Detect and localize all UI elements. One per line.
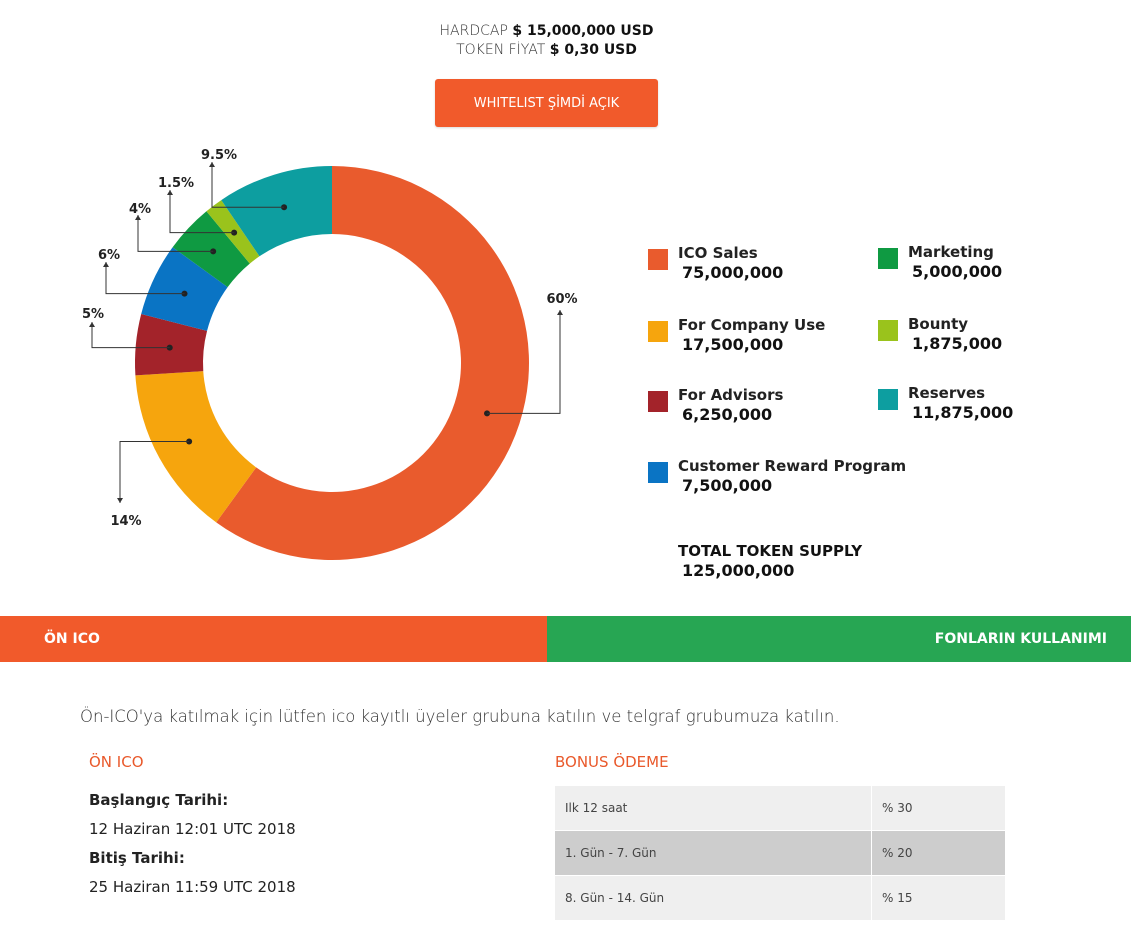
legend-name: For Advisors (678, 386, 784, 404)
leader-arrow (103, 262, 109, 267)
bonus-period: 8. Gün - 14. Gün (555, 875, 872, 921)
leader-arrow (167, 190, 173, 195)
price-label: TOKEN FİYAT (456, 42, 546, 58)
legend-name: ICO Sales (678, 244, 758, 262)
legend-value: 75,000,000 (682, 263, 784, 282)
token-header: HARDCAP $ 15,000,000 USD TOKEN FİYAT $ 0… (0, 22, 1093, 60)
legend-value: 6,250,000 (682, 405, 773, 424)
table-row: 1. Gün - 7. Gün % 20 (555, 830, 1005, 876)
legend-value: 17,500,000 (682, 335, 784, 354)
leader-line (105, 262, 185, 295)
tab-pre-ico[interactable]: ÖN ICO (0, 616, 547, 662)
leader-arrow (557, 310, 563, 315)
table-row: Ilk 12 saat % 30 (555, 786, 1005, 831)
legend-item-advisors: For Advisors 6,250,000 (648, 386, 783, 425)
table-row: 8. Gün - 14. Gün % 15 (555, 875, 1005, 921)
leader-line (169, 190, 235, 234)
legend-item-marketing: Marketing 5,000,000 (878, 243, 1002, 282)
donut-slice-customer-reward-program (141, 247, 228, 331)
leader-arrow (209, 162, 215, 167)
legend-item-ico-sales: ICO Sales 75,000,000 (648, 244, 783, 283)
legend-item-company-use: For Company Use 17,500,000 (648, 316, 825, 355)
percent-label-bounty: 1.5% (158, 176, 194, 191)
legend-item-bounty: Bounty 1,875,000 (878, 315, 1002, 354)
price-line: TOKEN FİYAT $ 0,30 USD (0, 41, 1093, 60)
total-supply-label: TOTAL TOKEN SUPPLY (678, 542, 863, 560)
legend-item-reserves: Reserves 11,875,000 (878, 384, 1013, 423)
donut-slice-ico-sales (216, 165, 530, 561)
start-date-label: Başlangıç Tarihi: (89, 791, 229, 809)
legend-swatch (878, 320, 898, 341)
leader-arrow (135, 215, 141, 220)
price-value: $ 0,30 USD (549, 42, 637, 58)
percent-label-reserves: 9.5% (201, 148, 237, 163)
token-distribution-chart: 60% 14% 5% 6% 4% 1.5% 9.5% (82, 148, 578, 561)
end-date-value: 25 Haziran 11:59 UTC 2018 (89, 878, 296, 896)
legend-swatch (648, 321, 668, 342)
percent-label-marketing: 4% (129, 202, 151, 217)
hardcap-value: $ 15,000,000 USD (512, 23, 654, 39)
percent-label-for-company-use: 14% (110, 514, 141, 529)
bonus-period: 1. Gün - 7. Gün (555, 830, 872, 876)
end-date-label: Bitiş Tarihi: (89, 849, 185, 867)
donut-slice-for-company-use (135, 371, 257, 523)
bonus-table: Ilk 12 saat % 30 1. Gün - 7. Gün % 20 8.… (555, 786, 1005, 921)
legend-name: Reserves (908, 384, 986, 402)
total-supply: TOTAL TOKEN SUPPLY 125,000,000 (678, 542, 862, 581)
tab-funds-usage[interactable]: FONLARIN KULLANIMI (547, 616, 1131, 662)
percent-label-for-advisors: 5% (82, 307, 104, 322)
legend-value: 1,875,000 (912, 334, 1003, 353)
legend-item-customer-reward: Customer Reward Program 7,500,000 (648, 457, 906, 496)
bonus-percent: % 15 (871, 875, 1005, 921)
bonus-period: Ilk 12 saat (555, 786, 872, 831)
legend-name: Marketing (908, 243, 994, 261)
percent-label-ico-sales: 60% (546, 292, 577, 307)
percent-label-customer-reward-program: 6% (98, 248, 120, 263)
legend-swatch (878, 248, 898, 269)
leader-line (119, 441, 190, 503)
donut-slice-reserves (221, 166, 332, 257)
legend-value: 7,500,000 (682, 476, 773, 495)
legend-name: Customer Reward Program (678, 457, 907, 475)
whitelist-button[interactable]: WHITELIST ŞİMDİ AÇIK (435, 79, 658, 127)
legend-swatch (878, 389, 898, 410)
legend-name: Bounty (908, 315, 969, 333)
legend-swatch (648, 249, 668, 270)
legend-value: 5,000,000 (912, 262, 1003, 281)
legend-swatch (648, 462, 668, 483)
leader-line (137, 215, 214, 252)
pre-ico-title: ÖN ICO (89, 753, 144, 771)
leader-line (211, 162, 285, 208)
leader-arrow (89, 322, 95, 327)
hardcap-label: HARDCAP (439, 23, 508, 39)
legend-swatch (648, 391, 668, 412)
leader-line (487, 310, 561, 414)
leader-arrow (117, 498, 123, 503)
bonus-percent: % 20 (871, 830, 1005, 876)
donut-slice-for-advisors (135, 314, 208, 376)
bonus-title: BONUS ÖDEME (555, 753, 669, 771)
leader-line (91, 322, 170, 349)
legend-value: 11,875,000 (912, 403, 1014, 422)
legend-name: For Company Use (678, 316, 826, 334)
start-date-value: 12 Haziran 12:01 UTC 2018 (89, 820, 296, 838)
total-supply-value: 125,000,000 (682, 561, 795, 580)
bonus-percent: % 30 (871, 786, 1005, 831)
pre-ico-intro-text: Ön-ICO'ya katılmak için lütfen ico kayıt… (80, 707, 840, 726)
hardcap-line: HARDCAP $ 15,000,000 USD (0, 22, 1093, 41)
